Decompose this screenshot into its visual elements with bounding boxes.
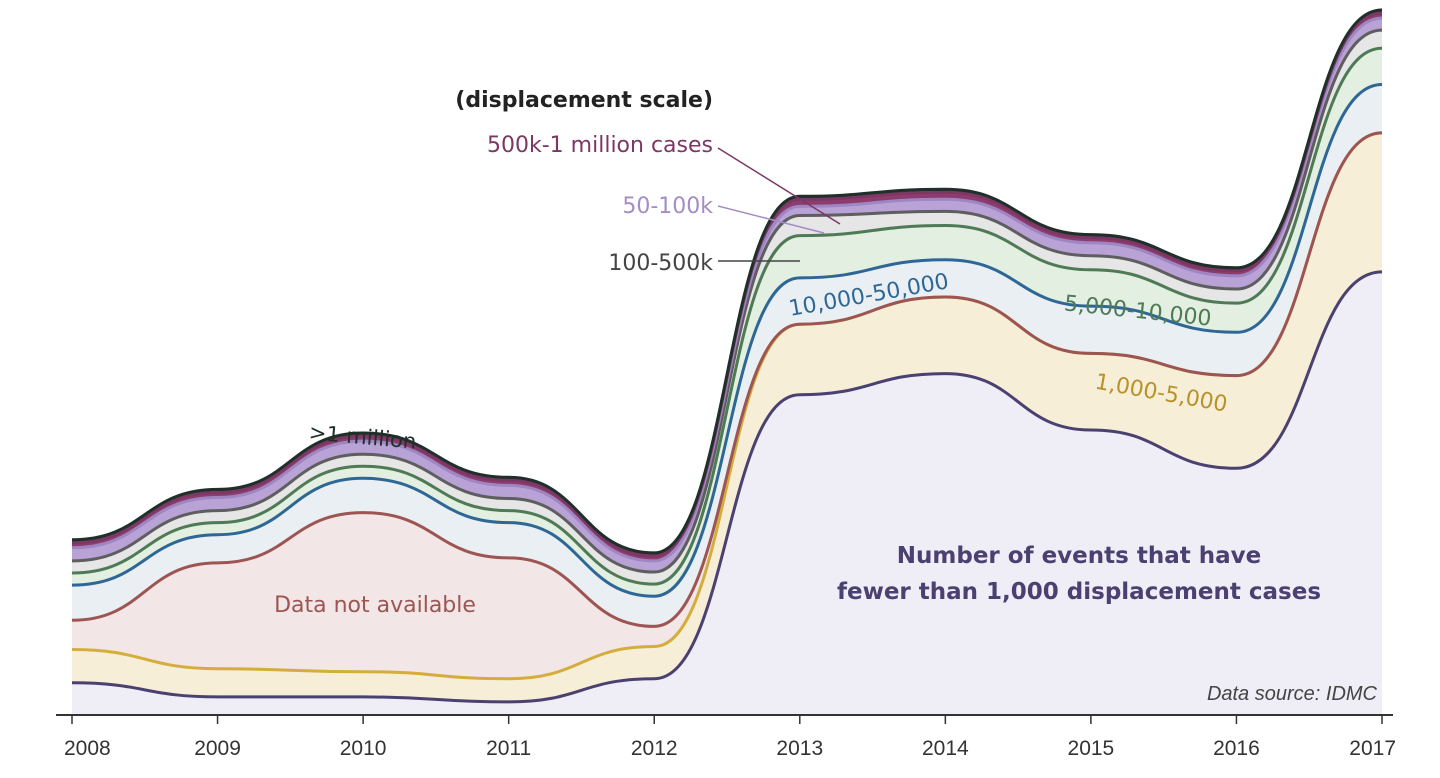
series-line-5 (71, 28, 1383, 574)
leader-50-100k (717, 205, 825, 234)
x-tick-label-2009: 2009 (194, 737, 241, 760)
label-50-100k: 50-100k (622, 194, 713, 219)
x-tick-label-2012: 2012 (631, 737, 678, 760)
area-layers (72, 10, 1382, 715)
label-small-events-line1: Number of events that have (897, 543, 1261, 569)
series-line-3 (71, 83, 1383, 598)
x-tick-label-2015: 2015 (1068, 737, 1115, 760)
label-500k-1m: 500k-1 million cases (487, 133, 713, 158)
x-tick-label-2010: 2010 (340, 737, 387, 760)
series-line-0 (71, 270, 1383, 704)
x-tick-label-2014: 2014 (922, 737, 969, 760)
area-3 (72, 84, 1382, 627)
x-axis-ticks: 2008 2009 2010 2011 2012 2013 2014 2015 2016 2017 (64, 715, 1396, 760)
label-100-500k: 100-500k (608, 251, 713, 276)
legend-title: (displacement scale) (455, 88, 713, 113)
series-line-2 (71, 131, 1383, 628)
x-tick-label-2013: 2013 (776, 737, 823, 760)
area-2 (72, 132, 1382, 679)
series-lines (71, 8, 1383, 704)
area-1 (72, 132, 1382, 702)
x-tick-label-2017: 2017 (1349, 737, 1396, 760)
x-tick-label-2016: 2016 (1213, 737, 1260, 760)
series-line-8 (71, 8, 1383, 555)
area-0 (72, 271, 1382, 715)
leader-500k-1m (717, 147, 841, 225)
x-tick-label-2011: 2011 (486, 737, 531, 760)
label-data-not-available: Data not available (274, 593, 476, 618)
data-source-note: Data source: IDMC (1207, 683, 1378, 705)
x-tick-label-2008: 2008 (64, 737, 111, 760)
series-line-4 (71, 46, 1383, 586)
label-small-events-line2: fewer than 1,000 displacement cases (837, 579, 1321, 605)
